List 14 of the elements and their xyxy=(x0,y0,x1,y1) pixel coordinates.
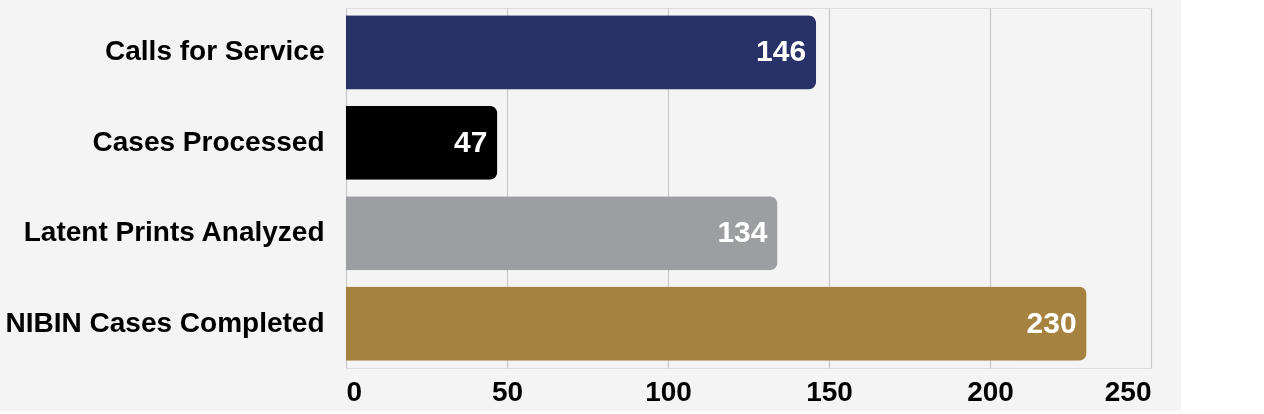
y-tick-label: Latent Prints Analyzed xyxy=(23,216,325,248)
data-label: 146 xyxy=(756,34,807,68)
data-label: 230 xyxy=(1026,305,1077,339)
x-tick-label: 150 xyxy=(806,375,853,407)
y-tick-label: Cases Processed xyxy=(92,125,325,157)
x-tick-label: 200 xyxy=(967,375,1014,407)
data-label: 134 xyxy=(717,215,768,249)
x-tick-label: 250 xyxy=(1104,375,1152,407)
y-tick-label: Calls for Service xyxy=(105,35,325,67)
x-tick-label: 0 xyxy=(346,375,363,407)
x-tick-label: 50 xyxy=(491,375,524,407)
x-tick-label: 100 xyxy=(645,375,692,407)
y-tick-label: NIBIN Cases Completed xyxy=(5,306,325,338)
data-label: 47 xyxy=(453,124,488,158)
